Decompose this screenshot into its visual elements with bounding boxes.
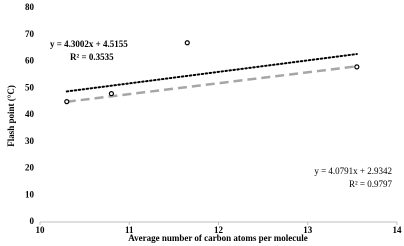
point [64,99,70,105]
y-tick-label: 20 [25,163,35,173]
y-tick-label: 80 [25,2,35,12]
y-tick-label: 0 [30,216,35,226]
y-axis-label: Flash point (°C) [6,85,16,147]
x-tick-label: 13 [303,225,313,235]
x-tick-label: 12 [214,225,224,235]
trendline-equation: y = 4.3002x + 4.5155 [50,39,128,49]
y-tick-label: 60 [25,56,35,66]
y-tick-label: 50 [25,82,35,92]
trendline [65,53,358,93]
x-tick-label: 14 [393,225,403,235]
point [108,90,115,97]
trendline [66,65,357,104]
point [184,40,190,46]
trendline-equation: y = 4.0791x + 2.9342 [314,166,392,176]
y-tick-label: 40 [25,109,35,119]
trendline-r2: R² = 0.9797 [349,179,393,189]
x-tick-label: 11 [125,225,134,235]
point [354,64,360,70]
y-tick-label: 30 [25,136,35,146]
trendline-r2: R² = 0.3535 [70,52,114,62]
x-axis-label: Average number of carbon atoms per molec… [128,233,307,243]
y-tick-label: 10 [25,189,35,199]
x-tick-label: 10 [36,225,46,235]
y-tick-label: 70 [25,29,35,39]
